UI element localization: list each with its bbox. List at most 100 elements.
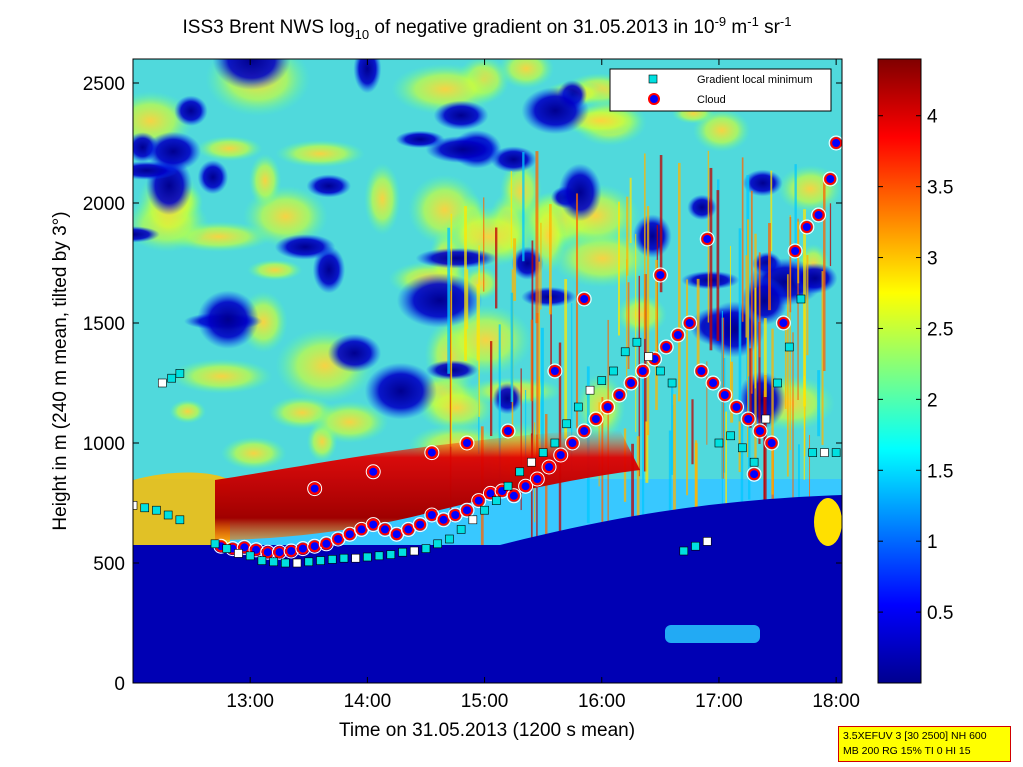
cloud-marker-halo <box>564 435 580 451</box>
streak <box>646 206 650 436</box>
cloud-marker <box>777 317 790 329</box>
gradient-minimum-marker <box>304 557 314 567</box>
cloud-marker <box>502 425 515 437</box>
cold-blob <box>492 382 523 415</box>
gradient-minimum-marker <box>409 546 419 556</box>
cloud-marker-halo <box>652 267 668 283</box>
warm-blob <box>220 436 287 470</box>
streak <box>575 193 579 429</box>
warm-blob <box>615 294 668 335</box>
gradient-minimum-marker <box>667 378 677 388</box>
legend-square-marker-icon <box>648 74 658 84</box>
cloud-marker-halo <box>471 493 487 509</box>
cloud-marker <box>449 509 462 521</box>
streak <box>809 434 811 552</box>
streak <box>476 284 479 361</box>
streak <box>540 327 544 465</box>
cloud-marker <box>367 518 380 531</box>
gradient-minimum-marker <box>433 539 442 549</box>
cloud-marker-halo <box>547 363 563 379</box>
cloud-marker <box>765 437 778 449</box>
gradient-minimum-marker <box>257 556 267 565</box>
cloud-marker <box>800 221 813 233</box>
cloud-marker-halo <box>705 375 721 391</box>
colorbar-tick-label: 3 <box>927 249 938 270</box>
cloud-marker <box>683 317 696 329</box>
warm-blob <box>169 399 207 424</box>
cold-blob <box>396 273 483 328</box>
streak <box>635 233 637 432</box>
cold-blob <box>212 59 291 90</box>
y-tick-label: 1000 <box>83 434 125 455</box>
cloud-marker-halo <box>775 315 791 331</box>
cloud-marker <box>812 209 825 221</box>
y-tick-label: 500 <box>93 554 125 575</box>
cold-blob <box>364 362 437 420</box>
streak <box>738 228 742 422</box>
x-tick-label: 15:00 <box>461 691 509 712</box>
gradient-minimum-marker <box>808 448 818 457</box>
cloud-marker <box>273 546 286 559</box>
streak <box>745 255 748 338</box>
streak <box>524 389 527 472</box>
cloud-marker-halo <box>746 466 762 482</box>
cold-blob <box>742 169 783 197</box>
gradient-minimum-marker <box>222 544 232 553</box>
cloud-marker <box>531 473 544 485</box>
cloud-marker-halo <box>799 219 815 235</box>
warm-blob <box>692 108 751 153</box>
cloud-marker <box>460 437 473 449</box>
streak <box>691 399 694 465</box>
cloud-marker <box>332 533 345 545</box>
cloud-marker <box>830 137 842 149</box>
gradient-minimum-marker <box>738 443 747 453</box>
streak <box>677 162 681 402</box>
cloud-marker <box>308 482 321 495</box>
gradient-minimum-marker <box>234 549 243 558</box>
streak <box>747 219 750 458</box>
gradient-minimum-marker <box>714 438 724 448</box>
gradient-minimum-marker <box>140 503 150 513</box>
streak <box>549 204 552 315</box>
cloud-marker-halo <box>729 399 745 415</box>
streak <box>642 377 645 577</box>
gradient-minimum-marker <box>620 347 630 357</box>
chart-title: ISS3 Brent NWS log10 of negative gradien… <box>183 14 792 42</box>
cloud-marker-halo <box>600 399 616 415</box>
cloud-marker-halo <box>623 375 639 391</box>
colorbar-tick-label: 1 <box>927 532 938 553</box>
streak <box>725 411 727 591</box>
x-tick-label: 16:00 <box>578 691 626 712</box>
cloud-marker-halo <box>811 207 827 223</box>
streak <box>540 222 542 310</box>
gradient-minimum-marker <box>210 539 220 549</box>
gradient-minimum-marker <box>269 557 278 567</box>
cold-blob <box>197 160 229 195</box>
streak <box>513 238 517 301</box>
cloud-marker-halo <box>699 231 715 247</box>
heatmap-field <box>133 59 842 683</box>
cold-blob <box>145 131 202 172</box>
streak <box>671 381 674 475</box>
cloud-marker <box>671 329 684 341</box>
gradient-minimum-marker <box>820 448 829 457</box>
streak <box>792 332 794 528</box>
streak <box>829 203 832 267</box>
lower-layer-transition <box>133 495 842 560</box>
colorbar <box>877 58 922 684</box>
gradient-minimum-marker <box>597 376 607 385</box>
y-axis-label: Height in m (240 m mean, tilted by 3°) <box>50 211 71 530</box>
streak <box>763 375 767 570</box>
streak <box>483 197 485 292</box>
marker-layer <box>133 135 842 568</box>
parameter-box: 3.5XEFUV 3 [30 2500] NH 600 MB 200 RG 15… <box>838 726 1011 762</box>
streak <box>754 287 757 389</box>
streak <box>758 252 761 358</box>
streak <box>626 196 629 276</box>
parameter-line-2: MB 200 RG 15% TI 0 HI 15 <box>843 745 971 757</box>
streak <box>495 227 498 309</box>
streak <box>631 443 634 525</box>
cold-blob <box>353 59 382 94</box>
streak <box>798 444 800 508</box>
streak <box>464 205 467 361</box>
